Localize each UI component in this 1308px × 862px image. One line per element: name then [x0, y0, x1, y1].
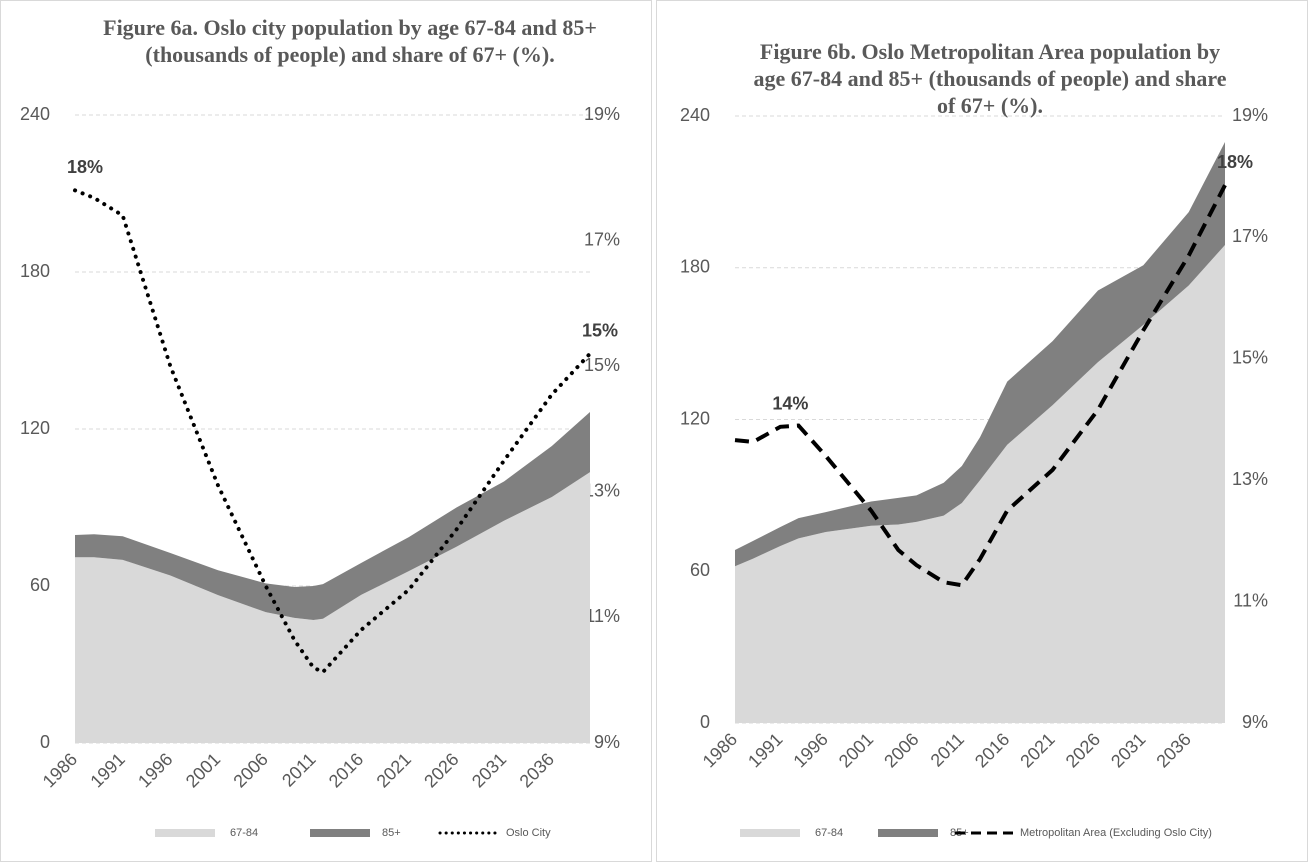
- x-tick-label: 1996: [134, 749, 176, 791]
- legend-swatch: [878, 829, 938, 837]
- y-tick-label: 240: [20, 104, 50, 124]
- area: [75, 472, 590, 743]
- legend-swatch: [310, 829, 370, 837]
- y-tick-label: 60: [690, 560, 710, 580]
- x-tick-label: 2036: [1152, 729, 1194, 771]
- line: [73, 188, 592, 675]
- x-tick-label: 2006: [880, 729, 922, 771]
- y2-tick-label: 13%: [584, 481, 620, 501]
- legend-label: Metropolitan Area (Excluding Oslo City): [1020, 827, 1212, 839]
- y2-tick-label: 11%: [585, 606, 620, 626]
- y-tick-label: 240: [680, 105, 710, 125]
- x-tick-label: 2011: [927, 729, 969, 771]
- y2-tick-label: 9%: [1242, 712, 1268, 732]
- line: [734, 184, 1227, 588]
- x-tick-label: 2016: [971, 729, 1013, 771]
- x-tick-label: 1986: [39, 749, 81, 791]
- y2-tick-label: 19%: [1232, 105, 1268, 125]
- y2-tick-label: 17%: [584, 229, 620, 249]
- x-tick-label: 2021: [1016, 729, 1058, 771]
- x-tick-label: 2016: [325, 749, 367, 791]
- legend-label: 85+: [382, 827, 401, 839]
- legend-label: 67-84: [230, 827, 258, 839]
- legend-label: Oslo City: [506, 827, 551, 839]
- y2-tick-label: 19%: [584, 104, 620, 124]
- x-tick-label: 1991: [744, 729, 786, 771]
- legend-label: 67-84: [815, 827, 843, 839]
- x-tick-label: 2036: [516, 749, 558, 791]
- y2-tick-label: 11%: [1233, 590, 1268, 610]
- x-tick-label: 1991: [86, 749, 128, 791]
- y-tick-label: 180: [20, 261, 50, 281]
- y-tick-label: 0: [40, 732, 50, 752]
- y-tick-label: 120: [20, 418, 50, 438]
- x-tick-label: 1986: [699, 729, 741, 771]
- x-tick-label: 2011: [278, 749, 320, 791]
- x-tick-label: 2021: [373, 749, 415, 791]
- data-label: 14%: [772, 394, 808, 414]
- data-label: 18%: [1217, 152, 1253, 172]
- area: [75, 411, 590, 621]
- chart-title: Figure 6a. Oslo city population by age 6…: [103, 15, 597, 67]
- chart-title: Figure 6b. Oslo Metropolitan Area popula…: [753, 39, 1227, 118]
- data-label: 18%: [67, 157, 103, 177]
- area: [735, 244, 1225, 724]
- x-tick-label: 2031: [468, 749, 510, 791]
- y-tick-label: 120: [680, 408, 710, 428]
- x-tick-label: 2001: [835, 729, 877, 771]
- y-tick-label: 180: [680, 257, 710, 277]
- x-tick-label: 1996: [789, 729, 831, 771]
- y-tick-label: 60: [30, 575, 50, 595]
- x-tick-label: 2001: [182, 749, 224, 791]
- y2-tick-label: 13%: [1232, 469, 1268, 489]
- x-tick-label: 2026: [420, 749, 462, 791]
- y2-tick-label: 15%: [584, 355, 620, 375]
- y2-tick-label: 17%: [1232, 226, 1268, 246]
- y2-tick-label: 9%: [594, 732, 620, 752]
- x-tick-label: 2026: [1062, 729, 1104, 771]
- y2-tick-label: 15%: [1232, 348, 1268, 368]
- legend-swatch: [740, 829, 800, 837]
- y-tick-label: 0: [700, 712, 710, 732]
- data-label: 15%: [582, 320, 618, 340]
- x-tick-label: 2006: [229, 749, 271, 791]
- legend-swatch: [155, 829, 215, 837]
- x-tick-label: 2031: [1107, 729, 1149, 771]
